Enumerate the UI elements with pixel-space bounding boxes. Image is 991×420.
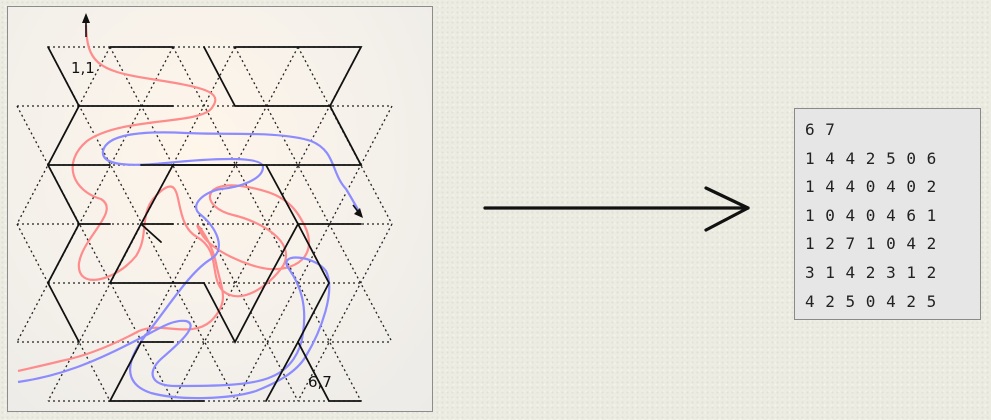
red-path <box>17 24 311 373</box>
output-line: 3 1 4 2 3 1 2 <box>805 262 937 282</box>
output-line: 4 2 5 0 4 2 5 <box>805 291 937 311</box>
start-arrow-icon <box>82 13 90 37</box>
blue-path <box>17 131 362 400</box>
maze-panel: 1,1 6,7 <box>7 6 433 412</box>
end-arrow-icon <box>352 204 363 218</box>
output-line-dimensions: 6 7 <box>805 120 836 139</box>
output-panel: 6 7 1 4 4 2 5 0 6 1 4 4 0 4 0 2 1 0 4 0 … <box>794 108 981 320</box>
right-arrow-icon <box>483 186 750 232</box>
output-line: 1 0 4 0 4 6 1 <box>805 205 937 225</box>
maze-walls <box>47 46 363 402</box>
start-coordinate-label: 1,1 <box>71 59 95 77</box>
end-coordinate-label: 6,7 <box>308 373 332 391</box>
maze-diagram: 1,1 6,7 <box>16 13 393 402</box>
output-line: 1 2 7 1 0 4 2 <box>805 234 937 254</box>
output-line: 1 4 4 2 5 0 6 <box>805 148 937 168</box>
output-line: 1 4 4 0 4 0 2 <box>805 177 937 197</box>
